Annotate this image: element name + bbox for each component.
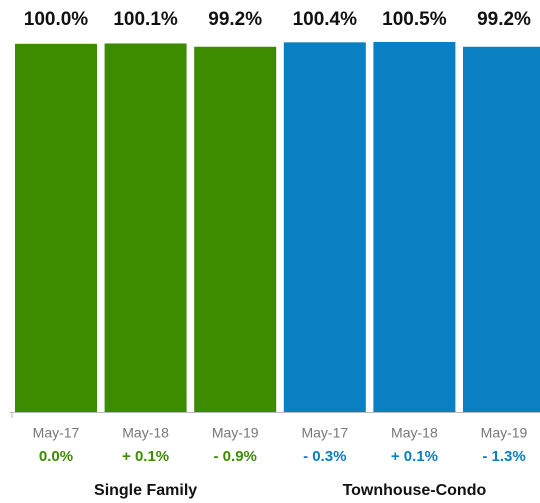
group-label: Townhouse-Condo xyxy=(343,482,487,499)
x-tick-label: May-18 xyxy=(391,425,438,441)
change-label: - 0.9% xyxy=(214,448,257,465)
change-label: + 0.1% xyxy=(122,448,169,465)
x-tick-label: May-17 xyxy=(301,425,348,441)
bar xyxy=(463,46,540,412)
group-label: Single Family xyxy=(94,482,197,499)
x-tick-label: May-19 xyxy=(212,425,259,441)
value-label: 100.5% xyxy=(382,9,447,30)
bar xyxy=(104,43,187,412)
value-label: 99.2% xyxy=(208,9,262,30)
bar xyxy=(15,43,97,413)
x-tick-label: May-18 xyxy=(122,425,169,441)
change-label: 0.0% xyxy=(39,448,73,465)
change-label: - 1.3% xyxy=(482,448,525,465)
x-tick-label: May-17 xyxy=(33,425,80,441)
value-label: 100.0% xyxy=(24,9,89,30)
bar xyxy=(373,41,456,413)
value-label: 99.2% xyxy=(477,9,531,30)
change-label: - 0.3% xyxy=(303,448,346,465)
bar xyxy=(194,46,277,412)
value-label: 100.4% xyxy=(293,9,358,30)
change-label: + 0.1% xyxy=(391,448,438,465)
bar xyxy=(283,42,366,412)
x-tick-label: May-19 xyxy=(481,425,528,441)
value-label: 100.1% xyxy=(113,9,178,30)
